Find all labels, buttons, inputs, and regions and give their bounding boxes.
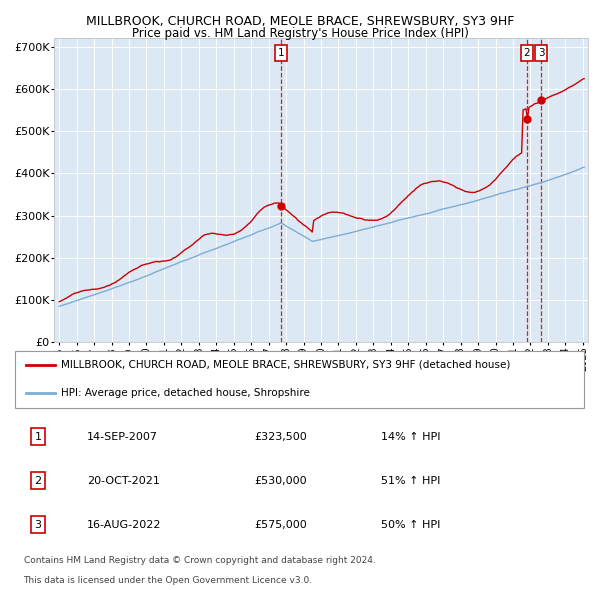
Text: 50% ↑ HPI: 50% ↑ HPI [380, 520, 440, 529]
Text: Contains HM Land Registry data © Crown copyright and database right 2024.: Contains HM Land Registry data © Crown c… [23, 556, 375, 565]
Text: 3: 3 [538, 48, 545, 58]
Text: 1: 1 [278, 48, 284, 58]
Text: 14-SEP-2007: 14-SEP-2007 [87, 432, 158, 442]
Text: 16-AUG-2022: 16-AUG-2022 [87, 520, 161, 529]
Text: 14% ↑ HPI: 14% ↑ HPI [380, 432, 440, 442]
Text: 51% ↑ HPI: 51% ↑ HPI [380, 476, 440, 486]
Text: £575,000: £575,000 [254, 520, 307, 529]
Text: MILLBROOK, CHURCH ROAD, MEOLE BRACE, SHREWSBURY, SY3 9HF (detached house): MILLBROOK, CHURCH ROAD, MEOLE BRACE, SHR… [61, 360, 511, 370]
Text: £323,500: £323,500 [254, 432, 307, 442]
FancyBboxPatch shape [15, 350, 584, 408]
Text: 1: 1 [34, 432, 41, 442]
Text: 20-OCT-2021: 20-OCT-2021 [87, 476, 160, 486]
Text: MILLBROOK, CHURCH ROAD, MEOLE BRACE, SHREWSBURY, SY3 9HF: MILLBROOK, CHURCH ROAD, MEOLE BRACE, SHR… [86, 15, 514, 28]
Text: HPI: Average price, detached house, Shropshire: HPI: Average price, detached house, Shro… [61, 388, 310, 398]
Text: 2: 2 [34, 476, 41, 486]
Text: 3: 3 [34, 520, 41, 529]
Text: Price paid vs. HM Land Registry's House Price Index (HPI): Price paid vs. HM Land Registry's House … [131, 27, 469, 40]
Text: This data is licensed under the Open Government Licence v3.0.: This data is licensed under the Open Gov… [23, 576, 313, 585]
Text: 2: 2 [524, 48, 530, 58]
Text: £530,000: £530,000 [254, 476, 307, 486]
